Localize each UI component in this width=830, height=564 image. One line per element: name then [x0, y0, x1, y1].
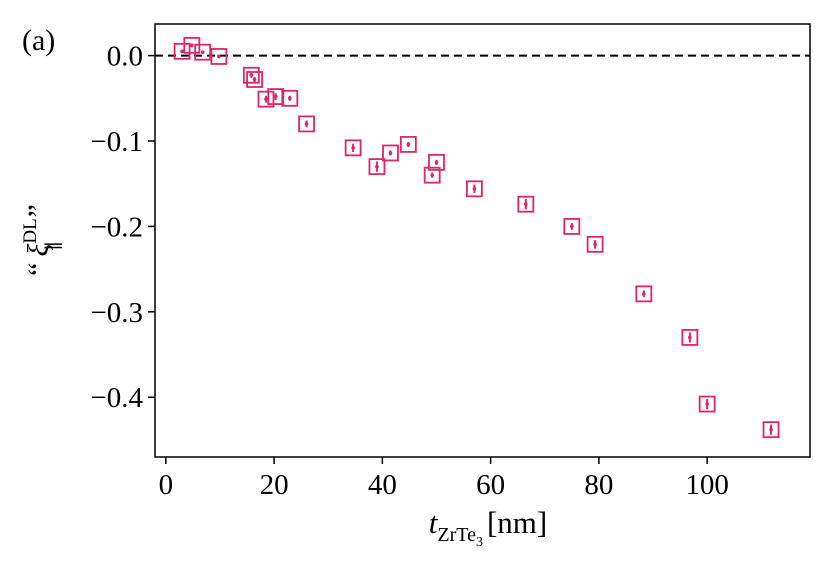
plot-frame — [154, 23, 811, 458]
data-point-center — [769, 427, 773, 432]
data-point-center — [472, 187, 477, 191]
plot-area — [155, 36, 810, 439]
data-point-marker — [399, 136, 417, 153]
x-tick-label: 0 — [159, 469, 174, 501]
data-point-center — [705, 402, 709, 406]
y-tick-label: 0.0 — [107, 41, 143, 73]
data-point-marker — [368, 158, 386, 176]
data-point-marker — [681, 329, 699, 346]
x-axis-label-unit: [nm] — [487, 505, 547, 540]
data-point-center — [200, 50, 205, 54]
data-point-marker — [298, 115, 315, 133]
data-point-center — [593, 242, 597, 247]
data-point — [517, 195, 535, 213]
data-point-marker — [698, 395, 716, 413]
data-point — [246, 71, 264, 88]
y-tick-label: −0.2 — [90, 211, 143, 243]
y-axis-label-sup: DL — [20, 218, 41, 243]
data-point-center — [388, 151, 393, 155]
x-tick-label: 20 — [260, 469, 289, 501]
data-point-center — [180, 49, 184, 54]
data-point-center — [190, 43, 194, 48]
data-point-marker — [194, 43, 212, 61]
data-point — [762, 421, 780, 439]
y-axis-label-close: ” — [22, 204, 55, 217]
data-point — [210, 48, 228, 65]
y-axis-label: “ ξDL∥ ” — [20, 204, 65, 276]
data-point — [563, 218, 581, 235]
data-point — [382, 144, 399, 162]
data-point — [399, 136, 417, 153]
data-point-center — [406, 142, 411, 147]
x-axis-label-sub: ZrTe — [437, 524, 476, 546]
data-point-marker — [563, 218, 581, 235]
x-axis-label: tZrTe3 [nm] — [429, 505, 547, 550]
data-point — [465, 180, 483, 198]
data-point-marker — [517, 195, 535, 213]
x-axis: 0 20 40 60 80 100 — [159, 457, 729, 501]
x-tick-label: 60 — [476, 469, 505, 501]
panel-label: (a) — [22, 24, 55, 57]
data-point-marker — [173, 42, 191, 60]
y-axis: 0.0 −0.1 −0.2 −0.3 −0.4 — [90, 41, 155, 414]
x-axis-label-main: t — [429, 505, 439, 540]
data-point — [586, 235, 604, 253]
data-point — [344, 139, 362, 157]
data-point-marker — [257, 90, 275, 108]
data-point-marker — [428, 153, 445, 171]
data-point-marker — [281, 89, 299, 107]
y-axis-label-sub: ∥ — [44, 242, 65, 251]
y-tick-label: −0.1 — [90, 126, 143, 158]
y-axis-label-open: “ — [22, 262, 55, 275]
data-point-center — [524, 202, 528, 207]
data-point-center — [570, 224, 574, 229]
data-point-center — [252, 77, 257, 82]
data-point-marker — [242, 66, 260, 84]
data-point — [257, 90, 275, 108]
data-point-center — [264, 97, 268, 101]
data-point — [267, 88, 285, 105]
x-tick-label: 40 — [368, 469, 397, 501]
data-point-marker — [423, 166, 441, 184]
data-point-center — [688, 335, 692, 340]
data-point-center — [430, 173, 434, 177]
x-axis-label-subsub: 3 — [476, 535, 483, 550]
data-point — [681, 329, 699, 346]
data-point-marker — [246, 71, 264, 88]
data-point-center — [273, 94, 278, 99]
data-point — [698, 395, 716, 413]
data-point — [298, 115, 315, 133]
data-point — [281, 89, 299, 107]
data-point-marker — [762, 421, 780, 439]
data-point — [173, 42, 191, 60]
data-point — [194, 43, 212, 61]
data-point-marker — [267, 88, 285, 105]
x-tick-label: 80 — [584, 469, 613, 501]
data-point-center — [642, 292, 646, 296]
data-point-marker — [586, 235, 604, 253]
data-point — [242, 66, 260, 84]
data-point-marker — [344, 139, 362, 157]
data-point-center — [304, 122, 309, 126]
x-tick-label: 100 — [685, 469, 729, 501]
data-point-center — [249, 73, 254, 78]
data-point — [428, 153, 445, 171]
data-point — [635, 285, 653, 303]
data-point-center — [287, 96, 292, 101]
data-point-marker — [635, 285, 653, 303]
data-point — [368, 158, 386, 176]
data-point-center — [375, 164, 379, 169]
data-point-center — [351, 146, 355, 150]
y-tick-label: −0.3 — [90, 297, 143, 329]
data-point — [423, 166, 441, 184]
y-tick-label: −0.4 — [90, 382, 143, 414]
y-axis-label-main: ξ — [22, 243, 55, 256]
data-point-center — [434, 160, 439, 165]
data-point-marker — [465, 180, 483, 198]
data-point-marker — [382, 144, 399, 162]
data-point-center — [217, 54, 221, 59]
data-point-marker — [210, 48, 228, 65]
